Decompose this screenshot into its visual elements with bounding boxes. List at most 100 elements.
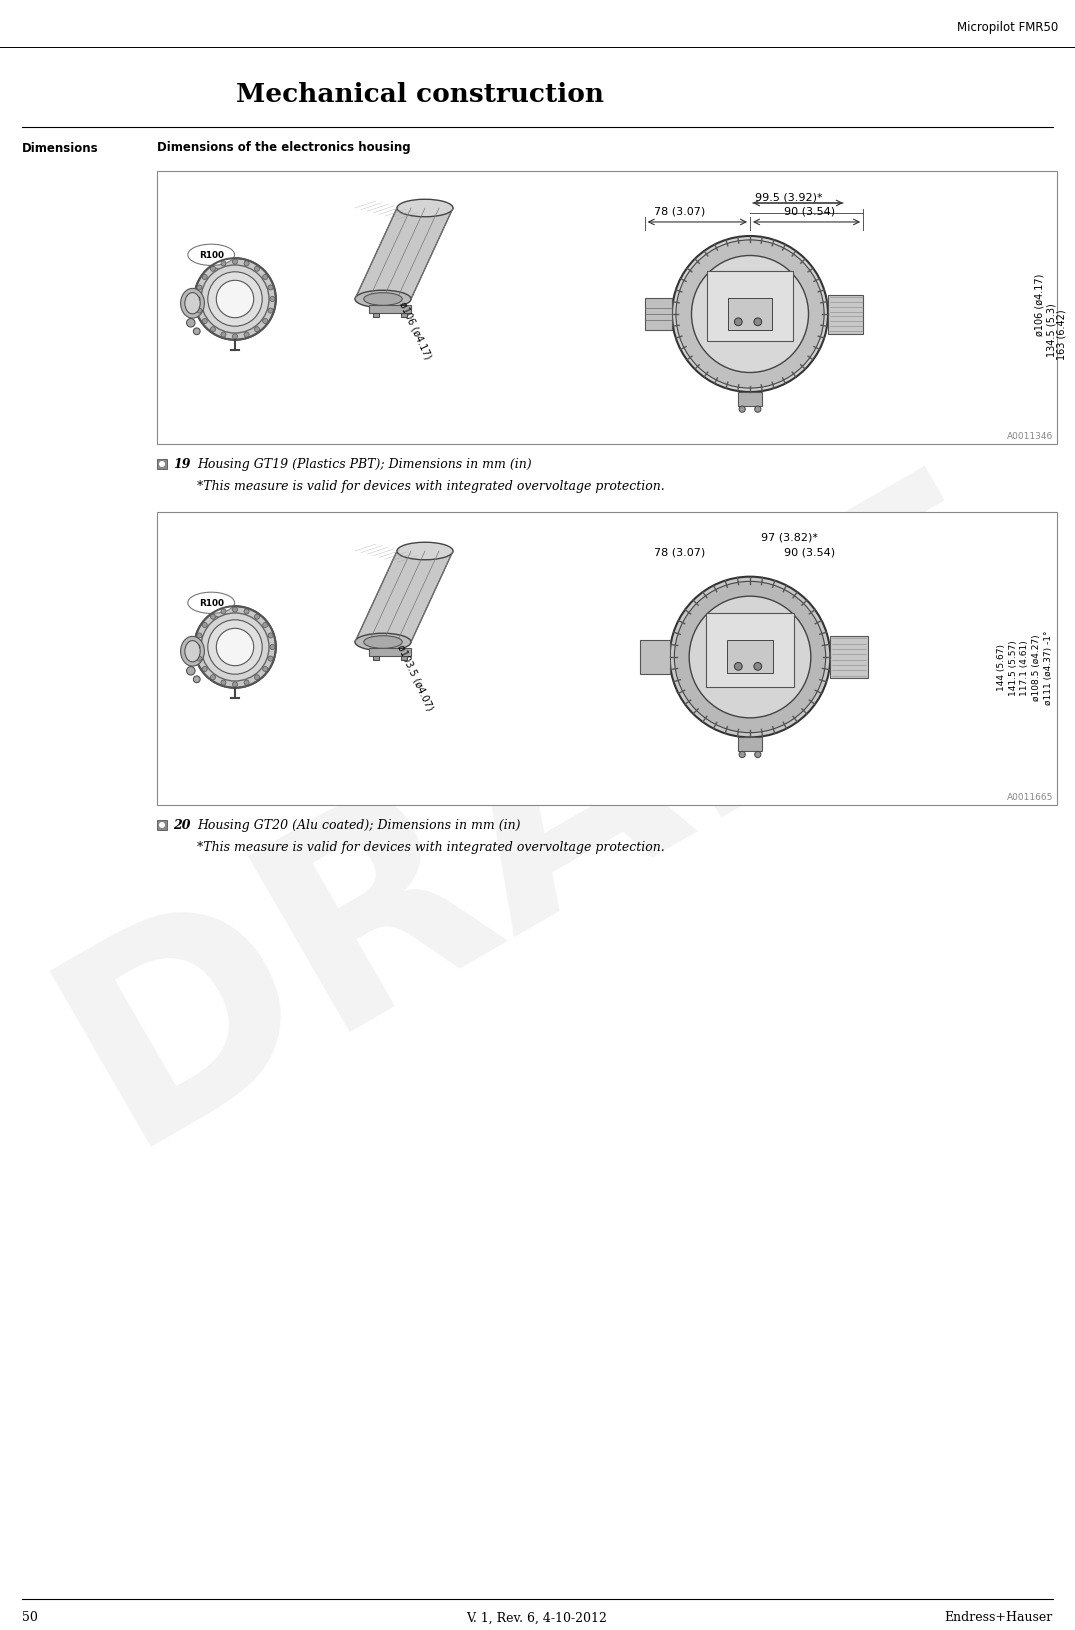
- Bar: [369, 305, 411, 315]
- Circle shape: [244, 681, 249, 686]
- Circle shape: [197, 285, 202, 290]
- Circle shape: [262, 275, 268, 280]
- Text: Micropilot FMR50: Micropilot FMR50: [957, 21, 1058, 34]
- Text: Housing GT19 (Plastics PBT); Dimensions in mm (in): Housing GT19 (Plastics PBT); Dimensions …: [197, 458, 532, 471]
- Circle shape: [262, 623, 268, 628]
- Bar: [640, 641, 670, 675]
- Text: 50: 50: [22, 1610, 38, 1623]
- Ellipse shape: [397, 543, 453, 561]
- Circle shape: [740, 408, 745, 412]
- Text: ø106 (ø4.17): ø106 (ø4.17): [398, 300, 433, 360]
- Circle shape: [195, 259, 276, 341]
- Ellipse shape: [185, 641, 200, 662]
- Text: DRAFT: DRAFT: [19, 443, 1055, 1196]
- Circle shape: [232, 683, 238, 688]
- Bar: [739, 738, 762, 751]
- Circle shape: [211, 675, 216, 680]
- Text: A0011665: A0011665: [1006, 792, 1054, 802]
- Circle shape: [255, 328, 259, 333]
- Text: 78 (3.07): 78 (3.07): [655, 548, 705, 557]
- Ellipse shape: [363, 293, 402, 306]
- Circle shape: [255, 267, 259, 272]
- Polygon shape: [355, 551, 453, 642]
- Circle shape: [216, 629, 254, 667]
- Text: 20: 20: [173, 818, 190, 831]
- Circle shape: [195, 297, 200, 302]
- Circle shape: [201, 266, 269, 334]
- Bar: [157, 513, 1057, 805]
- Circle shape: [270, 297, 275, 302]
- Text: *This measure is valid for devices with integrated overvoltage protection.: *This measure is valid for devices with …: [197, 841, 664, 854]
- Text: Dimensions: Dimensions: [22, 142, 99, 155]
- Bar: [728, 300, 772, 331]
- Circle shape: [740, 751, 745, 758]
- Text: ø103.5 (ø4.07): ø103.5 (ø4.07): [396, 644, 434, 712]
- Polygon shape: [355, 209, 453, 300]
- Circle shape: [211, 615, 216, 619]
- Circle shape: [734, 319, 742, 326]
- Bar: [373, 657, 378, 660]
- Circle shape: [195, 606, 276, 688]
- Circle shape: [676, 241, 825, 390]
- Circle shape: [194, 329, 200, 336]
- Circle shape: [268, 657, 273, 662]
- Circle shape: [244, 333, 249, 337]
- Text: 144 (5.67): 144 (5.67): [997, 644, 1005, 691]
- Text: Dimensions of the electronics housing: Dimensions of the electronics housing: [157, 142, 411, 155]
- Circle shape: [195, 645, 200, 650]
- Text: 134.5 (5.3): 134.5 (5.3): [1046, 303, 1056, 357]
- Circle shape: [689, 597, 811, 719]
- Circle shape: [202, 667, 207, 672]
- Circle shape: [755, 751, 761, 758]
- Ellipse shape: [363, 636, 402, 649]
- Ellipse shape: [188, 244, 234, 266]
- Circle shape: [159, 823, 164, 828]
- Circle shape: [268, 308, 273, 315]
- Ellipse shape: [355, 634, 411, 652]
- Text: R100: R100: [199, 251, 224, 261]
- Ellipse shape: [185, 293, 200, 315]
- Circle shape: [197, 634, 202, 639]
- Circle shape: [268, 285, 273, 290]
- Circle shape: [202, 623, 207, 628]
- Text: 163 (6.42): 163 (6.42): [1057, 310, 1067, 360]
- Bar: [373, 315, 378, 318]
- Circle shape: [159, 461, 164, 468]
- Text: Housing GT20 (Alu coated); Dimensions in mm (in): Housing GT20 (Alu coated); Dimensions in…: [197, 818, 520, 831]
- Circle shape: [672, 236, 828, 393]
- Text: *This measure is valid for devices with integrated overvoltage protection.: *This measure is valid for devices with …: [197, 481, 664, 494]
- Bar: [157, 820, 167, 831]
- Text: 90 (3.54): 90 (3.54): [785, 207, 835, 217]
- Text: ø106 (ø4.17): ø106 (ø4.17): [1035, 274, 1045, 336]
- Circle shape: [201, 613, 269, 681]
- Circle shape: [255, 675, 259, 680]
- Text: 141.5 (5.57): 141.5 (5.57): [1008, 639, 1018, 696]
- Bar: [830, 637, 868, 678]
- Circle shape: [216, 280, 254, 318]
- Circle shape: [220, 333, 226, 337]
- Bar: [828, 295, 863, 334]
- Circle shape: [262, 319, 268, 324]
- Text: V. 1, Rev. 6, 4-10-2012: V. 1, Rev. 6, 4-10-2012: [467, 1610, 607, 1623]
- Circle shape: [220, 610, 226, 615]
- Circle shape: [754, 663, 762, 672]
- Circle shape: [262, 667, 268, 672]
- Circle shape: [734, 663, 742, 672]
- Text: 78 (3.07): 78 (3.07): [655, 207, 705, 217]
- Circle shape: [232, 259, 238, 266]
- Text: R100: R100: [199, 598, 224, 608]
- Text: 97 (3.82)*: 97 (3.82)*: [760, 533, 817, 543]
- Circle shape: [691, 256, 808, 373]
- Text: 117.1 (4.61): 117.1 (4.61): [1020, 639, 1030, 696]
- Ellipse shape: [188, 593, 234, 615]
- Circle shape: [207, 621, 262, 675]
- Circle shape: [211, 328, 216, 333]
- Circle shape: [202, 275, 207, 280]
- Circle shape: [754, 319, 762, 326]
- Circle shape: [270, 645, 275, 650]
- Circle shape: [755, 408, 761, 412]
- Circle shape: [674, 582, 826, 734]
- Bar: [401, 657, 406, 660]
- Bar: [739, 393, 762, 408]
- Circle shape: [207, 272, 262, 328]
